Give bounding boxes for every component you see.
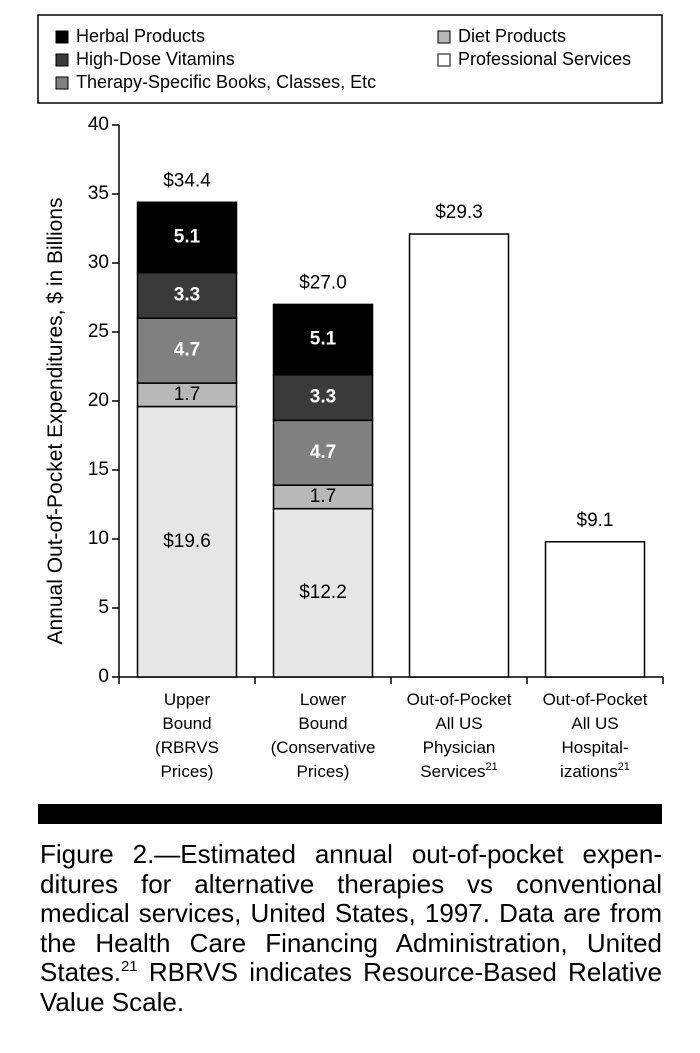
category-label-2-line-3: Services21 [420, 761, 497, 781]
legend-label-2: Therapy-Specific Books, Classes, Etc [76, 72, 376, 92]
legend-label-4: Professional Services [458, 49, 631, 69]
category-label-2-reference: 21 [485, 761, 497, 773]
bar-0-segment-label-0: $19.6 [163, 531, 211, 552]
category-label-0-line-3: Prices) [161, 762, 214, 781]
bar-1-segment-0 [272, 507, 374, 678]
category-label-2-line-1: All US [435, 714, 482, 733]
caption-reference: 21 [120, 958, 138, 975]
bar-0-segment-4 [136, 201, 238, 274]
category-label-3-line-0: Out-of-Pocket [543, 690, 648, 709]
figure-caption: Figure 2.—Estimated annual out-of-pocket… [40, 839, 662, 1017]
bar-1-segment-label-0: $12.2 [299, 582, 347, 603]
bar-1-segment-label-2: 4.7 [310, 442, 336, 463]
bar-0-total-label: $34.4 [163, 170, 211, 191]
category-label-0-line-2: (RBRVS [155, 738, 219, 757]
bar-1-total-label: $27.0 [299, 272, 347, 293]
y-tick-label-4: 20 [88, 390, 109, 411]
legend-swatch-3 [437, 30, 451, 44]
bar-3-total-label: $9.1 [577, 510, 614, 531]
y-tick-label-8: 40 [88, 114, 109, 135]
y-tick-label-0: 0 [98, 666, 109, 687]
category-label-2-line-0: Out-of-Pocket [407, 690, 512, 709]
bar-1-segment-label-4: 5.1 [310, 329, 337, 350]
y-tick-label-3: 15 [88, 459, 109, 480]
legend-box [37, 14, 663, 104]
legend-label-0: Herbal Products [76, 26, 205, 46]
legend-label-1: High-Dose Vitamins [76, 49, 235, 69]
bar-0-segment-3 [136, 271, 238, 319]
category-label-0-line-1: Bound [162, 714, 211, 733]
divider-bar [38, 804, 662, 824]
bar-0-segment-label-1: 1.7 [174, 384, 200, 405]
category-label-3-reference: 21 [618, 761, 630, 773]
category-label-1-line-2: (Conservative [271, 738, 376, 757]
y-tick-label-6: 30 [88, 252, 109, 273]
category-label-1-line-1: Bound [298, 714, 347, 733]
legend-label-3: Diet Products [458, 26, 566, 46]
bar-0-segment-0 [136, 405, 238, 678]
bar-1-segment-label-3: 3.3 [310, 387, 336, 408]
legend-swatch-2 [55, 76, 69, 90]
bar-1-segment-2 [272, 419, 374, 486]
bar-0-segment-label-2: 4.7 [174, 340, 200, 361]
bar-0-segment-label-4: 5.1 [174, 226, 201, 247]
y-tick-label-5: 25 [88, 321, 109, 342]
caption-text-end: RBRVS indicates Resource-Based Relative … [40, 957, 662, 1017]
bar-3-segment-0 [544, 541, 646, 678]
legend-swatch-4 [437, 53, 451, 67]
category-label-0-line-0: Upper [164, 690, 211, 709]
category-label-2-line-2: Physician [423, 738, 496, 757]
y-tick-label-7: 35 [88, 183, 109, 204]
bar-2-segment-0 [408, 233, 510, 678]
bar-0-segment-2 [136, 317, 238, 384]
caption-text-main: Figure 2.—Estimated annual out-of-pocket… [40, 839, 662, 987]
legend-swatch-0 [55, 30, 69, 44]
y-tick-label-2: 10 [88, 528, 109, 549]
category-label-3-line-3: izations21 [560, 761, 630, 781]
bar-1-segment-label-1: 1.7 [310, 486, 336, 507]
y-tick-label-1: 5 [98, 597, 109, 618]
category-label-3-line-2: Hospital- [561, 738, 628, 757]
category-label-1-line-0: Lower [300, 690, 347, 709]
y-axis-label: Annual Out-of-Pocket Expenditures, $ in … [44, 197, 67, 644]
bar-1-segment-4 [272, 303, 374, 376]
bar-0-segment-label-3: 3.3 [174, 284, 200, 305]
bar-2-total-label: $29.3 [435, 202, 483, 223]
legend-swatch-1 [55, 53, 69, 67]
category-label-1-line-3: Prices) [297, 762, 350, 781]
stacked-bar-chart: Herbal Products High-Dose Vitamins Therapy… [37, 14, 664, 781]
category-label-3-line-1: All US [571, 714, 618, 733]
